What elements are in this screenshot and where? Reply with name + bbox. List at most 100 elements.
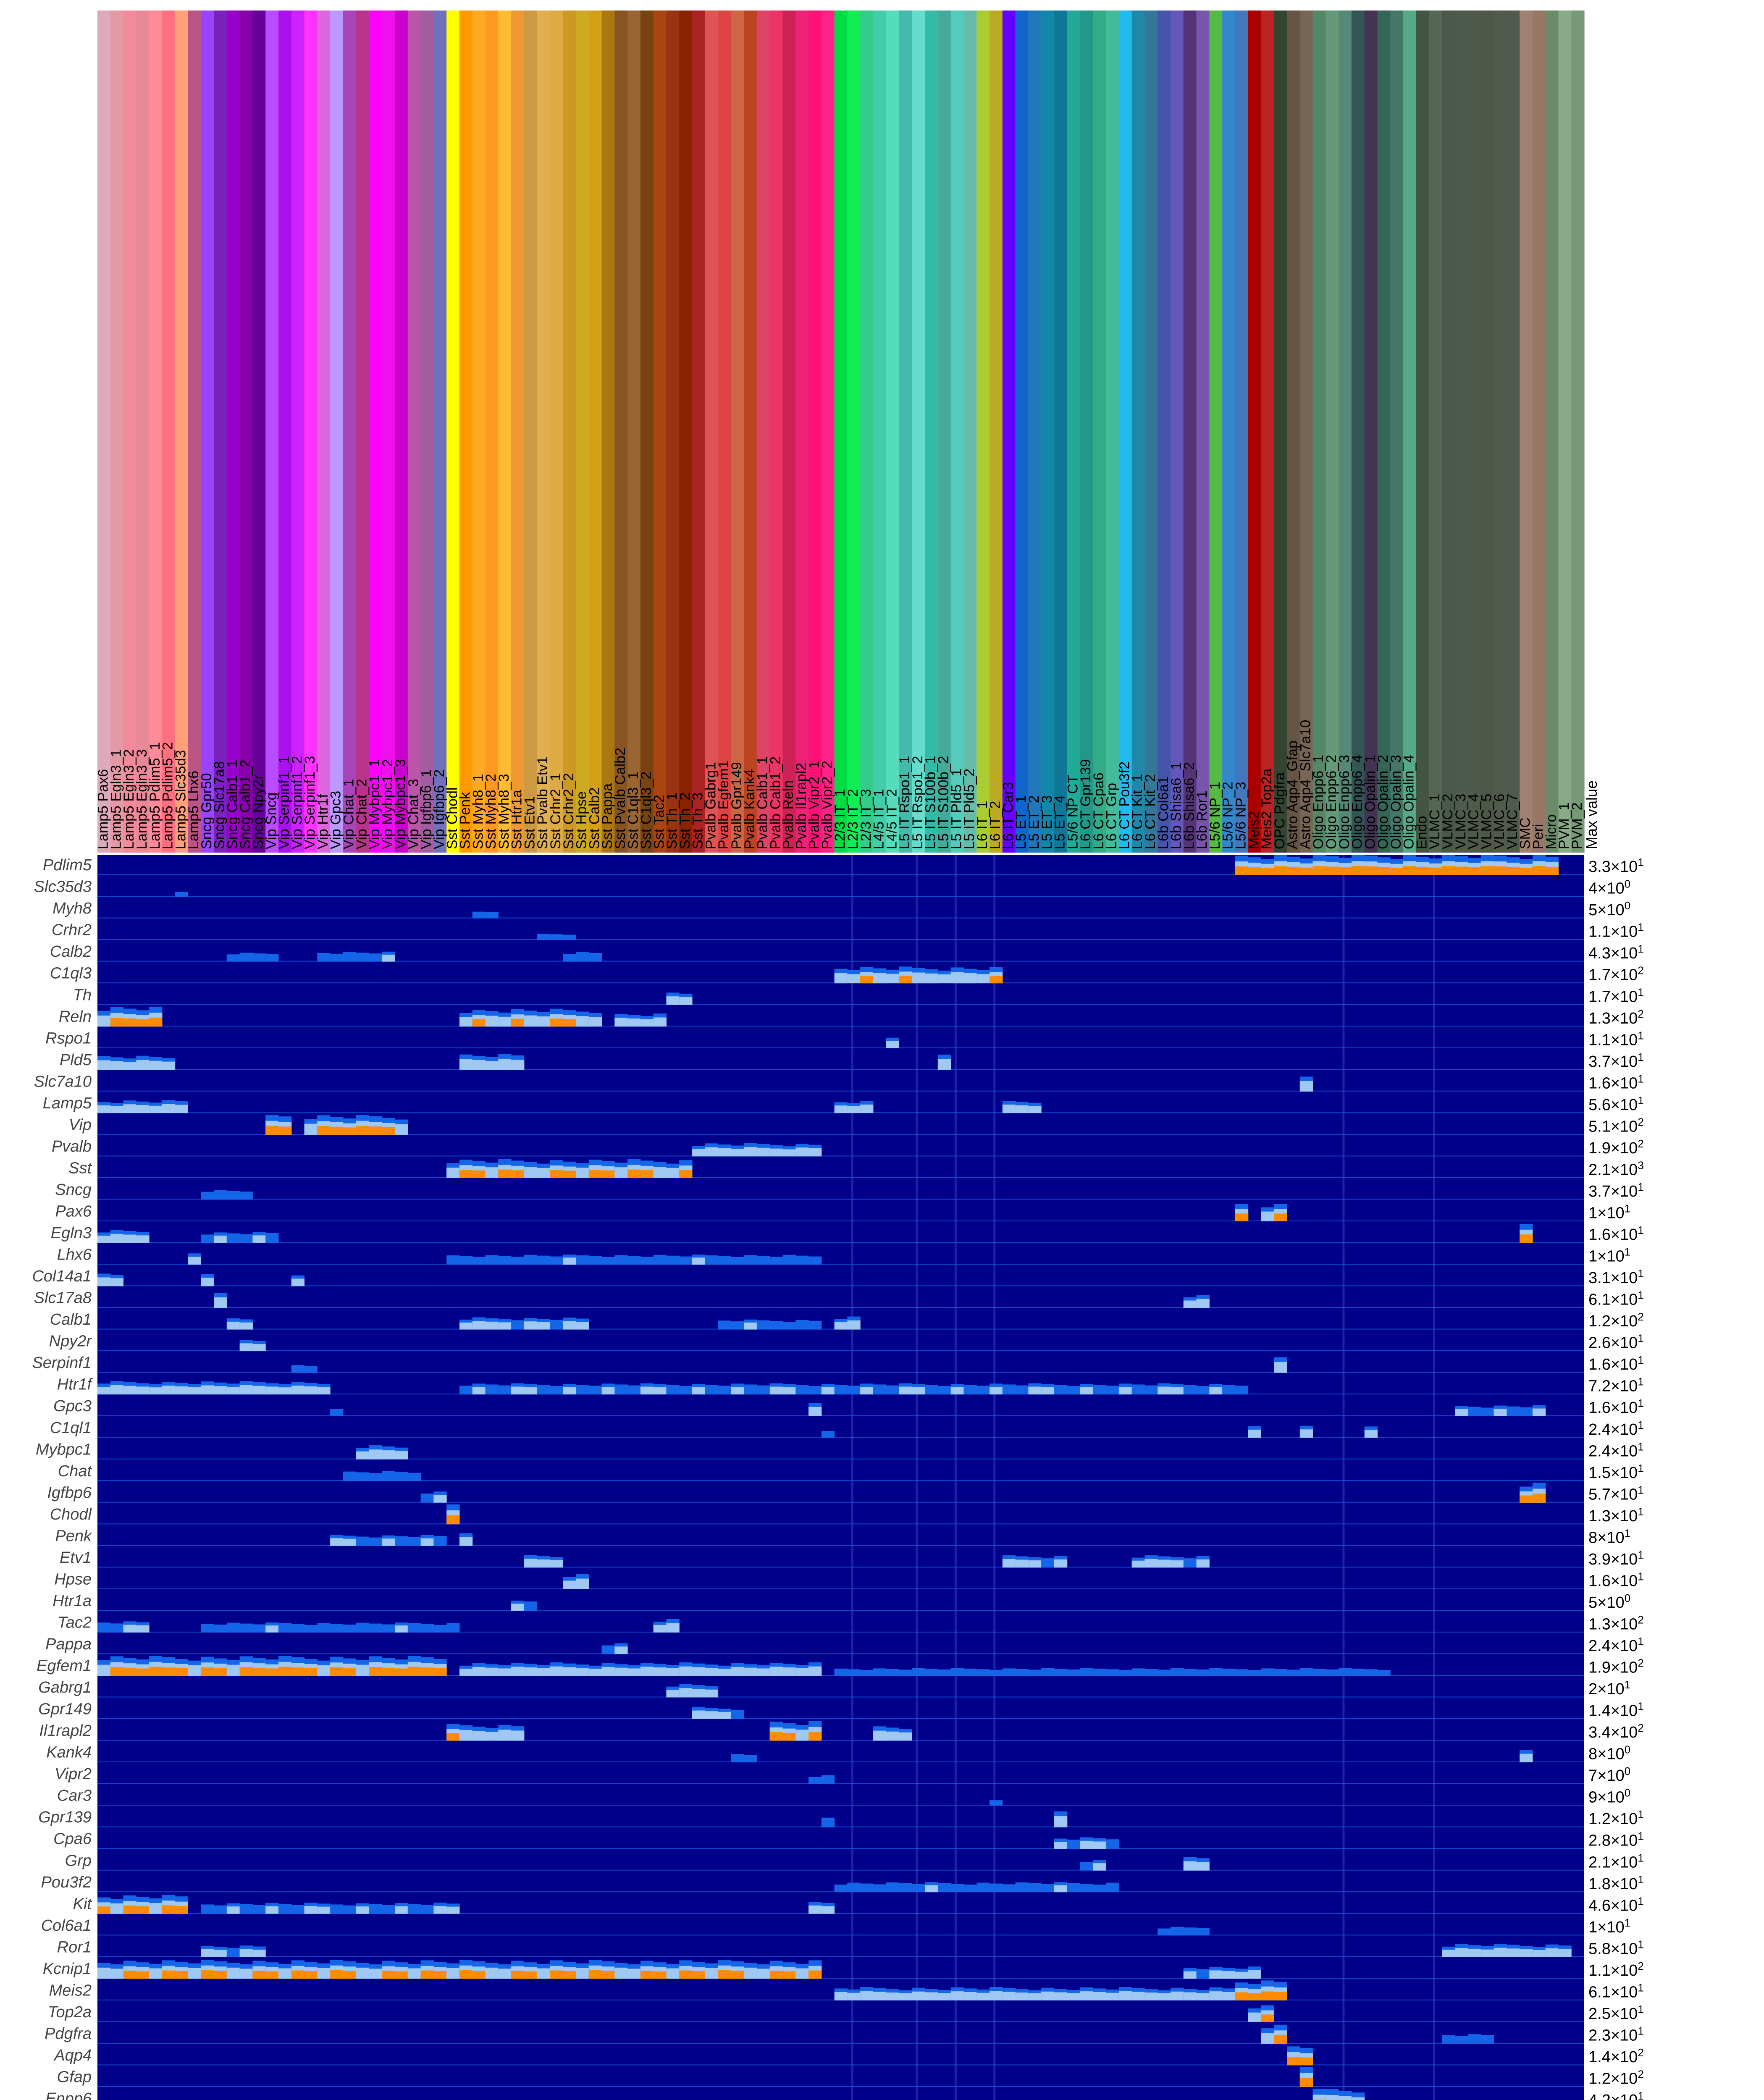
- gene-label: Gpr149: [38, 1701, 92, 1718]
- cluster-label: Lamp5 Pax6: [95, 769, 111, 849]
- cluster-label: Oligo Enpp6_4: [1349, 755, 1365, 849]
- expression-bar-mid: [252, 1950, 266, 1957]
- expression-bar-mid: [653, 1625, 667, 1633]
- gene-label: Pvalb: [52, 1138, 92, 1155]
- expression-bar-high: [239, 1972, 253, 1979]
- expression-bar-high: [356, 1669, 369, 1676]
- expression-bar-mid: [847, 1320, 861, 1330]
- expression-bar-high: [782, 1971, 796, 1979]
- expression-bar-mid: [705, 1689, 719, 1698]
- expression-bar-high: [239, 1667, 253, 1676]
- expression-bar-mid: [110, 1061, 124, 1070]
- expression-bar-mid: [692, 1688, 706, 1698]
- max-value-label: 2.4×101: [1588, 1419, 1644, 1438]
- gene-label: Gabrg1: [38, 1679, 92, 1696]
- gene-baseline: [97, 1134, 1584, 1135]
- cluster-color-bar: [601, 10, 615, 853]
- cluster-color-bar: [575, 10, 589, 853]
- expression-bar-mid: [976, 1992, 990, 2000]
- expression-bar: [459, 1256, 473, 1265]
- cluster-label: L5/6 NP_1: [1207, 782, 1223, 849]
- expression-bar-high: [950, 976, 964, 984]
- expression-bar: [886, 1882, 900, 1893]
- expression-bar-mid: [136, 1105, 150, 1113]
- gene-baseline: [97, 1913, 1584, 1914]
- expression-bar: [214, 1905, 227, 1914]
- expression-bar-mid: [149, 1387, 163, 1395]
- expression-bar-high: [653, 1171, 667, 1178]
- gene-label: Kank4: [46, 1744, 92, 1761]
- expression-bar: [420, 1905, 434, 1914]
- max-value-label: 3.3×101: [1588, 856, 1644, 876]
- expression-bar-high: [963, 976, 977, 984]
- expression-bar-mid: [136, 1235, 150, 1243]
- cluster-label: Meis2: [1246, 811, 1262, 849]
- expression-bar: [912, 1884, 925, 1893]
- expression-bar-high: [123, 1905, 136, 1914]
- expression-bar-mid: [485, 1321, 499, 1330]
- expression-bar-high: [317, 1126, 331, 1135]
- cluster-color-bar: [963, 10, 977, 853]
- max-value-label: 6.1×101: [1588, 1981, 1644, 2001]
- cluster-color-bar: [498, 10, 512, 853]
- expression-bar-mid: [718, 1712, 731, 1719]
- expression-bar-mid: [1054, 1992, 1068, 2000]
- expression-bar-mid: [1520, 1949, 1533, 1957]
- expression-bar-high: [252, 1667, 266, 1676]
- cluster-color-bar: [795, 10, 809, 853]
- expression-bar: [588, 1386, 602, 1395]
- expression-bar-high: [252, 1971, 266, 1979]
- gene-label: Mybpc1: [36, 1441, 92, 1458]
- expression-bar-high: [149, 1907, 163, 1914]
- heatmap-stripe: [851, 855, 853, 2100]
- gene-label: Grp: [65, 1852, 92, 1869]
- expression-bar-high: [588, 1170, 602, 1178]
- gene-label: Kcnip1: [43, 1960, 92, 1978]
- max-value-label: 1.1×101: [1588, 921, 1644, 941]
- cluster-color-header: [97, 10, 1585, 853]
- expression-bar: [265, 954, 279, 962]
- gene-label: Gpr139: [38, 1809, 92, 1826]
- expression-bar-mid: [614, 1667, 628, 1676]
- cluster-color-bar: [1507, 10, 1520, 853]
- expression-bar-mid: [1494, 1948, 1507, 1957]
- cluster-label: Oligo Enpp6_2: [1323, 755, 1339, 849]
- cluster-label: VLMC_7: [1504, 794, 1520, 849]
- expression-bar-mid: [1351, 2097, 1365, 2100]
- expression-bar-high: [433, 1668, 447, 1676]
- expression-bar-high: [162, 1667, 176, 1676]
- expression-bar-high: [640, 1170, 654, 1178]
- gene-label: Pdgfra: [45, 2025, 92, 2042]
- expression-bar-high: [1287, 2057, 1300, 2066]
- expression-bar-high: [291, 1667, 305, 1676]
- gene-label: Gpc3: [53, 1397, 92, 1415]
- cluster-label: Vip Gpc3: [328, 791, 344, 849]
- expression-bar-mid: [782, 1387, 796, 1395]
- cluster-color-bar: [1377, 10, 1391, 853]
- expression-bar-high: [110, 1972, 124, 1979]
- cluster-label: Lamp5 Egln3_2: [121, 749, 137, 849]
- expression-bar-mid: [278, 1387, 292, 1395]
- gene-label: Hpse: [54, 1570, 92, 1588]
- expression-bar-high: [123, 1667, 136, 1676]
- expression-bar-mid: [563, 1321, 576, 1330]
- expression-bar: [1041, 1558, 1055, 1568]
- max-value-label: 1.2×102: [1588, 2068, 1644, 2088]
- expression-bar-high: [472, 1019, 486, 1027]
- expression-bar-mid: [1144, 1992, 1158, 2000]
- expression-bar: [343, 1625, 357, 1633]
- cluster-label: VLMC_1: [1427, 794, 1443, 849]
- expression-bar-high: [110, 1667, 124, 1676]
- expression-bar-high: [459, 1170, 473, 1178]
- expression-bar-high: [1455, 866, 1468, 875]
- expression-bar-mid: [149, 1060, 163, 1070]
- gene-baseline: [97, 1155, 1584, 1157]
- max-value-label: 4.3×101: [1588, 942, 1644, 962]
- max-value-label: 1×101: [1588, 1916, 1630, 1936]
- gene-baseline: [97, 1047, 1584, 1048]
- expression-bar-mid: [1196, 1559, 1210, 1568]
- max-value-label: 5.1×102: [1588, 1116, 1644, 1135]
- expression-bar-high: [343, 1668, 357, 1676]
- expression-bar: [356, 1536, 369, 1546]
- expression-bar: [330, 953, 344, 962]
